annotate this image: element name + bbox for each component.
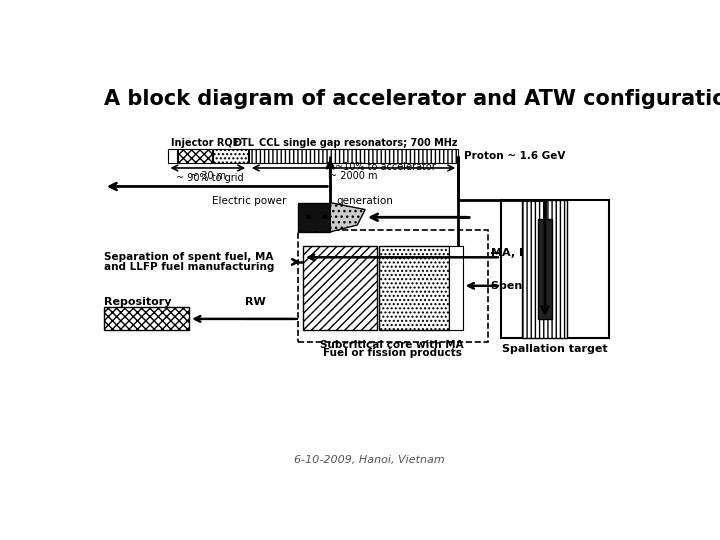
Text: Electric power: Electric power [212, 195, 286, 206]
Text: generation: generation [336, 195, 393, 206]
Text: Repository: Repository [104, 297, 171, 307]
Text: ~ 90% to grid: ~ 90% to grid [176, 173, 244, 183]
Text: Proton ~ 1.6 GeV: Proton ~ 1.6 GeV [464, 151, 565, 161]
Text: 6-10-2009, Hanoi, Vietnam: 6-10-2009, Hanoi, Vietnam [294, 455, 444, 465]
Bar [303, 246, 377, 330]
Bar [379, 246, 449, 330]
Bar [523, 200, 567, 338]
Text: ~ 30 m: ~ 30 m [190, 171, 226, 181]
Bar [538, 219, 552, 319]
Bar [297, 202, 330, 232]
Polygon shape [330, 202, 365, 232]
Text: MA, LLFP: MA, LLFP [492, 248, 549, 259]
Bar [249, 148, 458, 163]
Bar [104, 307, 189, 330]
Bar [178, 148, 212, 163]
Bar [449, 246, 463, 330]
Text: RW: RW [245, 297, 266, 307]
Text: Subcritical core with MA: Subcritical core with MA [320, 340, 464, 350]
Bar [168, 148, 177, 163]
Text: Separation of spent fuel, MA: Separation of spent fuel, MA [104, 252, 274, 262]
Text: Spallation target: Spallation target [502, 343, 608, 354]
Text: Spent fuel: Spent fuel [492, 281, 556, 291]
Text: DTL: DTL [233, 138, 254, 148]
Text: ~10% to accelerator: ~10% to accelerator [335, 162, 436, 172]
Text: and LLFP fuel manufacturing: and LLFP fuel manufacturing [104, 261, 274, 272]
Bar [500, 200, 609, 338]
Text: ~ 2000 m: ~ 2000 m [329, 171, 378, 181]
Text: Fuel or fission products: Fuel or fission products [323, 348, 462, 358]
Bar [297, 231, 487, 342]
Text: CCL single gap resonators; 700 MHz: CCL single gap resonators; 700 MHz [259, 138, 457, 148]
Text: A block diagram of accelerator and ATW configuration: A block diagram of accelerator and ATW c… [104, 90, 720, 110]
Bar [213, 148, 248, 163]
Text: Injector RQF: Injector RQF [171, 138, 240, 148]
